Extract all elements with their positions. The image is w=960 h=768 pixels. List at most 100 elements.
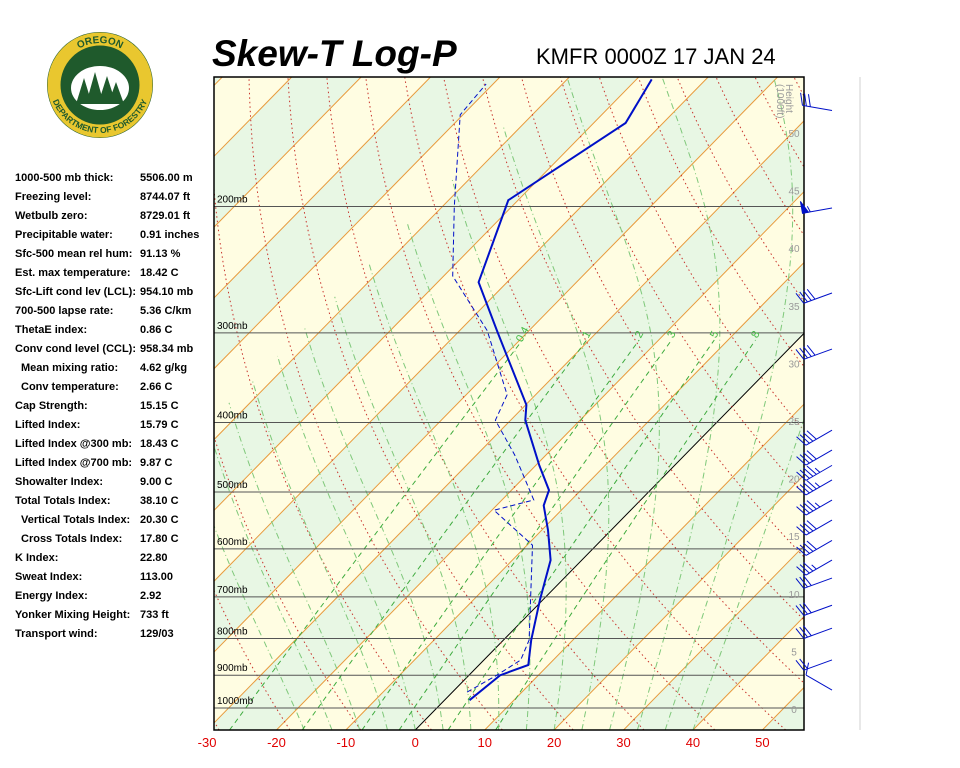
height-tick-label: 35 (788, 302, 800, 313)
dry-adiabat (404, 77, 787, 730)
barb-full (799, 658, 808, 670)
moist-adiabat (214, 444, 333, 730)
stat-value: 954.10 mb (140, 286, 193, 298)
barb-staff (805, 479, 833, 496)
isotherm (214, 77, 501, 370)
moist-adiabat (368, 262, 500, 730)
wind-barb (795, 288, 833, 304)
mixing-ratio-line (398, 339, 673, 730)
barb-half (811, 564, 817, 570)
dry-adiabat (793, 77, 804, 98)
barb-full (799, 291, 808, 303)
barb-full (799, 626, 808, 638)
isotherm (214, 77, 640, 512)
stat-label: Est. max temperature: (15, 267, 131, 279)
barb-full (796, 456, 807, 466)
dry-adiabat (559, 77, 804, 495)
barb-staff (803, 577, 833, 589)
barb-full (806, 430, 817, 440)
stat-label: Wetbulb zero: (15, 210, 88, 222)
x-tick-label: 50 (755, 735, 769, 750)
barb-full (799, 434, 810, 444)
stat-value: 15.79 C (140, 419, 179, 431)
barb-full (795, 628, 805, 639)
barb-full (803, 502, 814, 512)
stat-label: Cross Totals Index: (21, 533, 122, 545)
barb-full (796, 436, 807, 446)
height-tick-label: 20 (788, 475, 800, 486)
barb-full (799, 504, 810, 514)
logo-ring (47, 32, 153, 138)
stat-label: Precipitable water: (15, 229, 113, 241)
barb-full (796, 526, 807, 536)
stat-value: 958.34 mb (140, 343, 193, 355)
height-tick-label: 40 (788, 244, 800, 255)
y-tick-label: 1000mb (217, 696, 254, 707)
barb-staff (805, 674, 833, 691)
stat-value: 15.15 C (140, 400, 179, 412)
wind-barb (805, 662, 833, 691)
stat-label: Vertical Totals Index: (21, 514, 130, 526)
dry-adiabat (287, 77, 574, 730)
stat-value: 17.80 C (140, 533, 179, 545)
stat-label: K Index: (15, 552, 58, 564)
barb-full (806, 344, 816, 356)
barb-full (807, 94, 811, 107)
stat-value: 4.62 g/kg (140, 362, 187, 374)
stat-label: Cap Strength: (15, 400, 88, 412)
height-tick-label: 45 (788, 187, 800, 198)
barb-full (799, 484, 810, 494)
stats-table: 1000-500 mb thick: 5506.00 m Freezing leve… (15, 172, 199, 640)
barb-full (806, 520, 817, 530)
mixing-ratio-line (229, 339, 523, 730)
barb-full (803, 522, 814, 532)
x-tick-label: -20 (267, 735, 286, 750)
dry-adiabat (949, 76, 960, 730)
barb-full (799, 603, 808, 615)
height-tick-label: 10 (788, 590, 800, 601)
wind-barb (795, 625, 833, 639)
barb-full (806, 480, 817, 490)
y-tick-label: 200mb (217, 194, 248, 205)
barb-full (803, 602, 812, 614)
wind-barb (796, 429, 833, 446)
barb-full (800, 92, 803, 106)
moist-adiabat (252, 380, 388, 730)
barb-full (806, 465, 817, 475)
barb-full (803, 452, 814, 462)
barb-full (803, 467, 814, 477)
wind-barb (796, 464, 833, 481)
wind-barb (795, 602, 833, 616)
isotherm (553, 474, 804, 730)
x-tick-label: 30 (616, 735, 630, 750)
wind-barb (796, 559, 833, 576)
temperature-trace (468, 78, 653, 701)
barb-staff (803, 292, 833, 304)
barb-staff (803, 659, 833, 671)
stat-value: 733 ft (140, 609, 169, 621)
wind-barb (796, 519, 833, 536)
chart-title: Skew-T Log-P (212, 33, 457, 74)
wind-barb (796, 479, 833, 496)
barb-staff (802, 104, 833, 112)
isotherm (214, 77, 778, 653)
stat-value: 8744.07 ft (140, 191, 190, 203)
y-tick-label: 700mb (217, 585, 248, 596)
isotherm (484, 403, 804, 730)
barb-full (795, 659, 805, 671)
barb-full (796, 546, 807, 556)
barb-half (806, 206, 811, 213)
stat-label: Sfc-500 mean rel hum: (15, 248, 132, 260)
moist-adiabat (664, 78, 794, 730)
stat-value: 8729.01 ft (140, 210, 190, 222)
moist-adiabat (277, 355, 416, 730)
barb-full (806, 540, 817, 550)
y-tick-label: 800mb (217, 627, 248, 638)
stat-label: Total Totals Index: (15, 495, 111, 507)
stat-label: Conv cond level (CCL): (15, 343, 136, 355)
barb-full (803, 346, 812, 357)
dry-adiabat (910, 76, 960, 730)
stat-label: Lifted Index: (15, 419, 80, 431)
